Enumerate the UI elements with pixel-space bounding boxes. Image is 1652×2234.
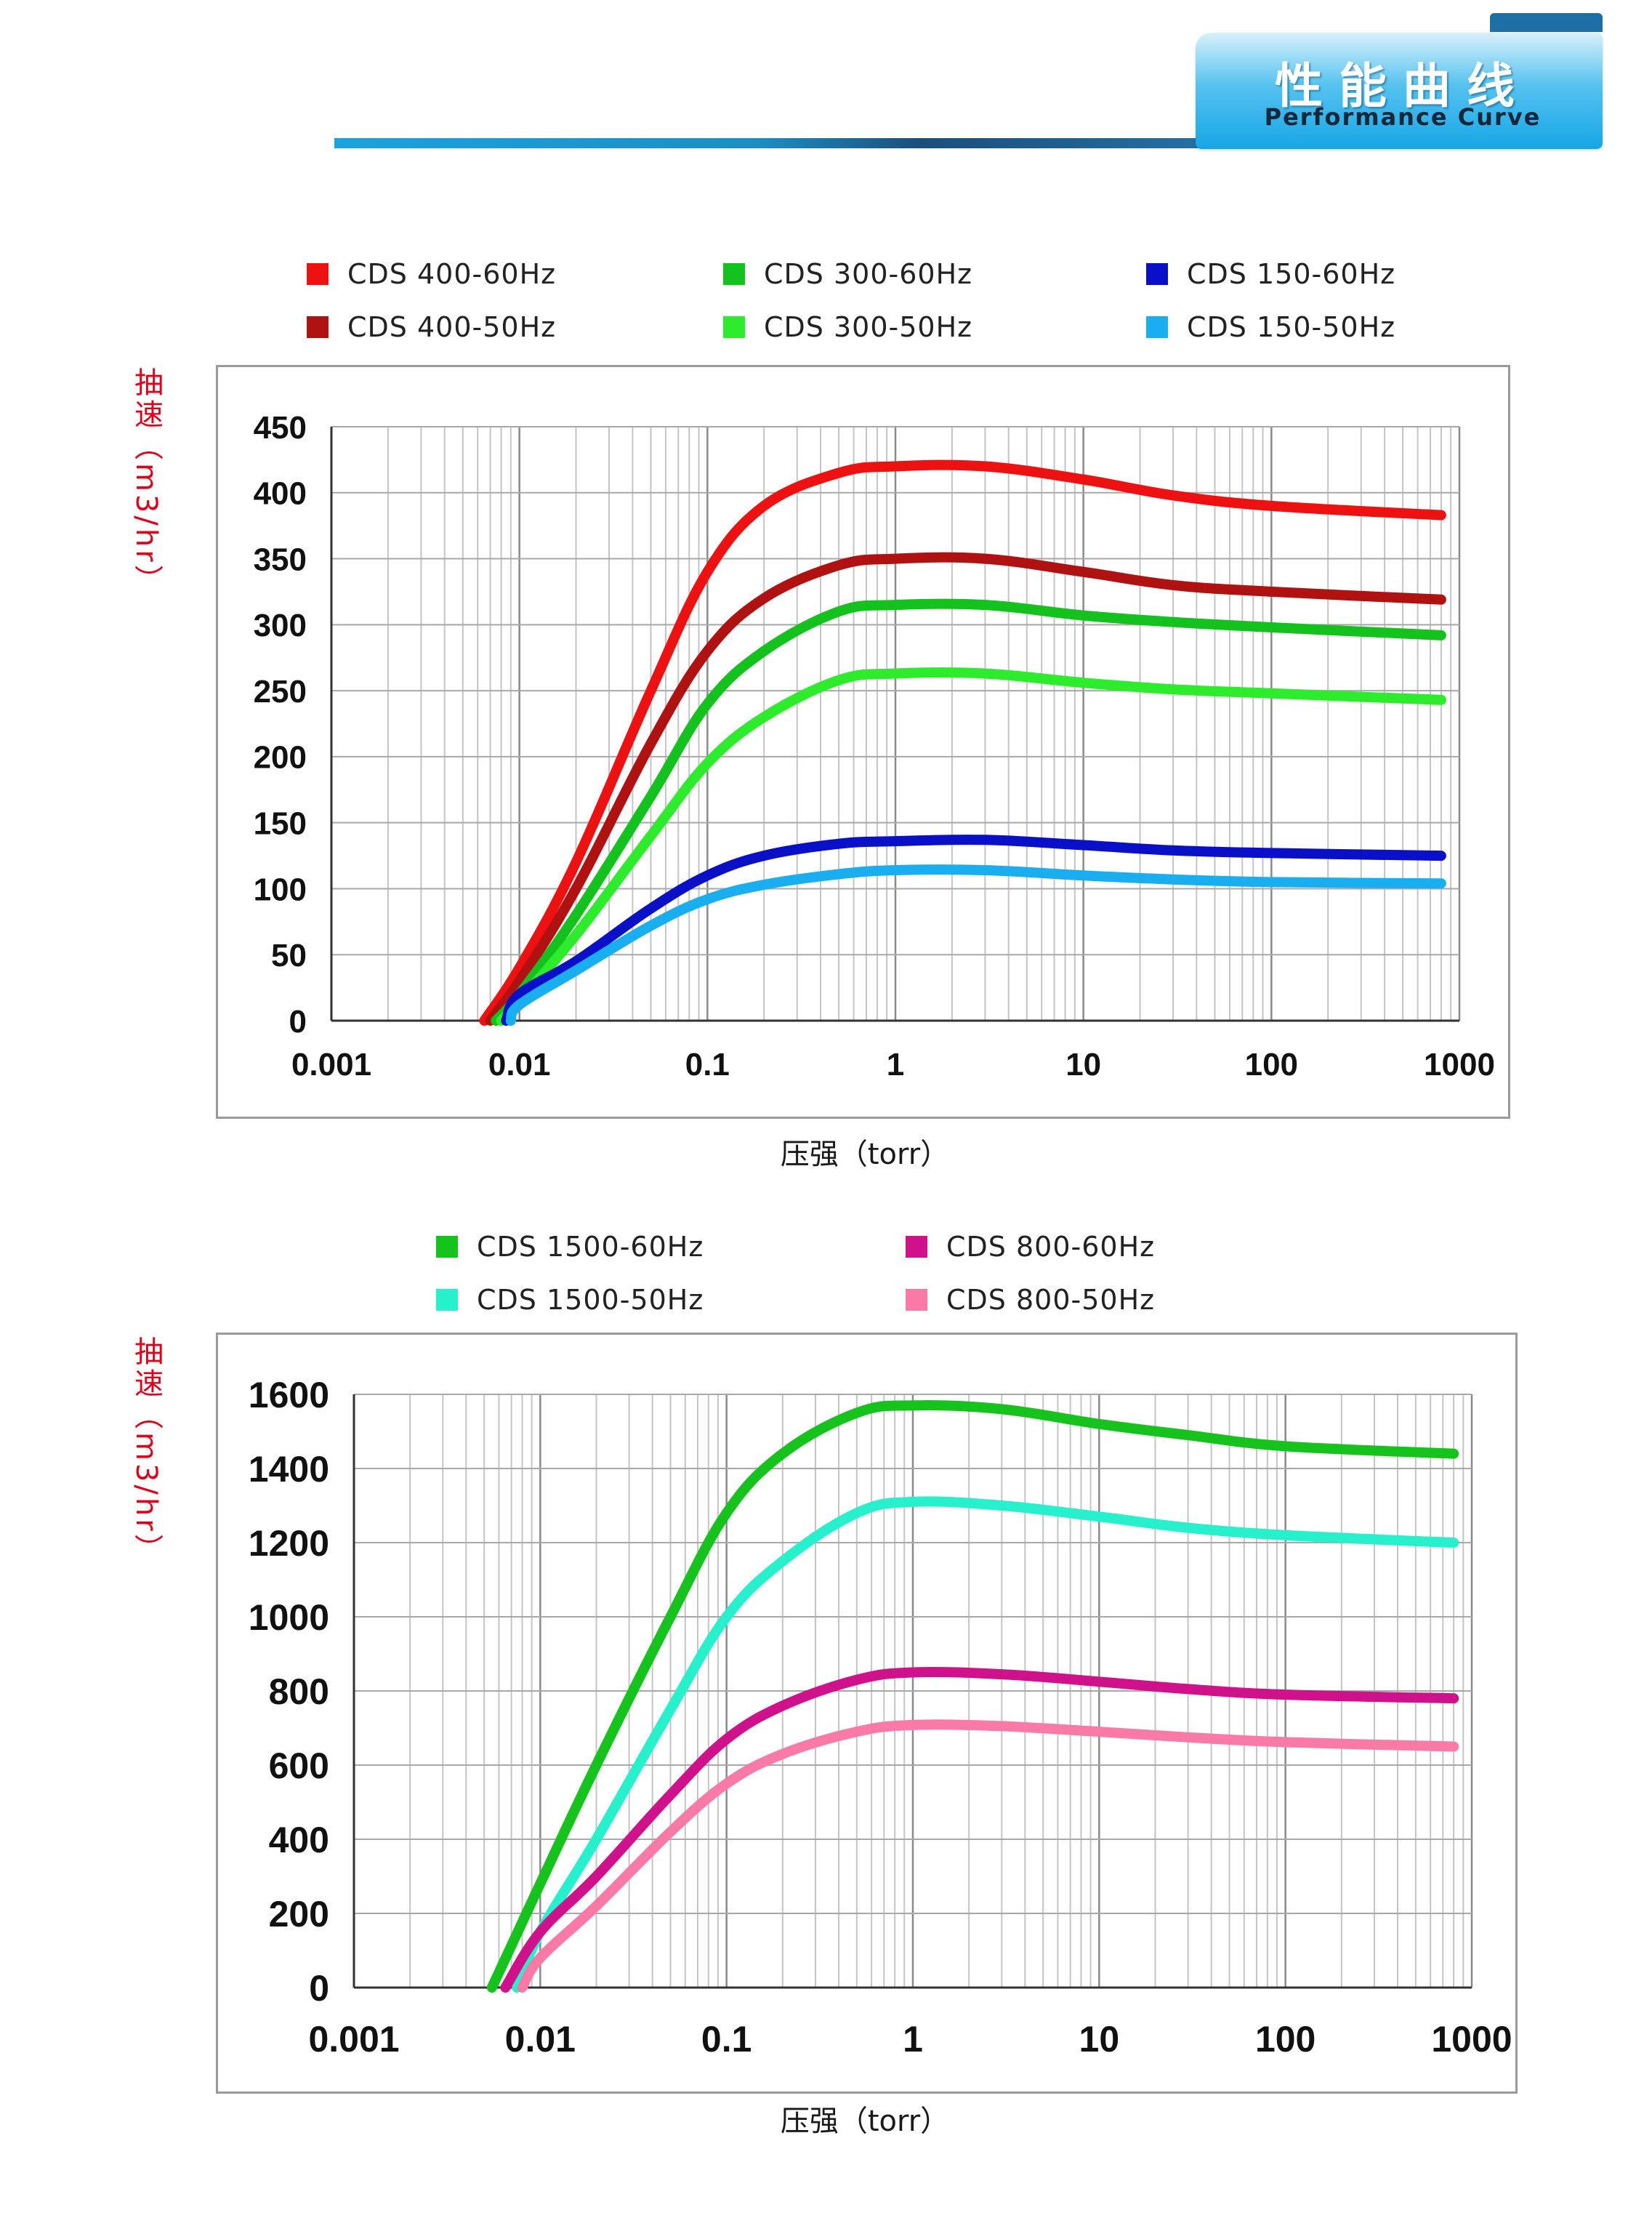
performance-chart-1: 0 50 100 150 200 250 300 350 400 450 0.001 0.01 0.1 1… bbox=[254, 410, 1495, 1082]
legend-label: CDS 1500-60Hz bbox=[477, 1231, 704, 1263]
series-group bbox=[486, 1400, 1459, 1993]
x-tick-label: 100 bbox=[1245, 1047, 1298, 1082]
legend-label: CDS 1500-50Hz bbox=[477, 1284, 704, 1316]
y-tick-label: 150 bbox=[254, 806, 307, 842]
legend-label: CDS 150-50Hz bbox=[1187, 311, 1396, 343]
series-group bbox=[479, 459, 1446, 1026]
y-tick-label: 300 bbox=[254, 608, 307, 643]
legend-label: CDS 400-60Hz bbox=[347, 258, 557, 290]
legend-swatch bbox=[436, 1236, 458, 1258]
x-tick-label: 1000 bbox=[1431, 2019, 1512, 2060]
legend-swatch bbox=[307, 263, 329, 285]
x-tick-label: 100 bbox=[1255, 2019, 1315, 2060]
y-tick-label: 100 bbox=[254, 872, 307, 907]
legend-item: CDS 1500-60Hz bbox=[436, 1231, 704, 1263]
y-tick-label: 0 bbox=[289, 1004, 307, 1040]
y-tick-label: 0 bbox=[309, 1968, 329, 2009]
y-tick-label: 1400 bbox=[249, 1449, 329, 1490]
x-tick-label: 10 bbox=[1079, 2019, 1120, 2060]
legend-item: CDS 400-50Hz bbox=[307, 311, 557, 343]
y-tick-label: 1600 bbox=[249, 1375, 329, 1415]
legend-swatch bbox=[307, 316, 329, 338]
y-tick-label: 250 bbox=[254, 674, 307, 710]
x-tick-label: 0.1 bbox=[701, 2019, 752, 2060]
header-badge bbox=[1196, 33, 1603, 149]
y-tick-label: 350 bbox=[254, 542, 307, 577]
legend-item: CDS 800-50Hz bbox=[906, 1284, 1156, 1316]
page-subtitle: Performance Curve bbox=[1264, 103, 1542, 131]
x-tick-label: 1 bbox=[903, 2019, 923, 2060]
x-tick-label: 1000 bbox=[1424, 1047, 1495, 1082]
legend-swatch bbox=[723, 263, 745, 285]
x-tick-label: 10 bbox=[1065, 1047, 1101, 1082]
y-axis-label: 抽速（m3/hr） bbox=[129, 1336, 163, 1566]
y-tick-label: 400 bbox=[254, 476, 307, 512]
series-line bbox=[517, 1719, 1459, 1993]
x-tick-label: 0.001 bbox=[308, 2019, 399, 2060]
page-title: 性能曲线 bbox=[1275, 58, 1531, 114]
legend-swatch bbox=[436, 1289, 458, 1311]
x-tick-label: 0.01 bbox=[505, 2019, 576, 2060]
y-tick-label: 400 bbox=[269, 1820, 329, 1860]
series-line bbox=[491, 598, 1446, 1026]
legend-swatch bbox=[906, 1236, 927, 1258]
legend-swatch bbox=[906, 1289, 927, 1311]
x-axis-label: 压强（torr） bbox=[780, 1138, 950, 1171]
legend-item: CDS 300-50Hz bbox=[723, 311, 973, 343]
chart-frame-1 bbox=[216, 365, 1510, 1119]
series-line bbox=[479, 459, 1446, 1026]
legend-label: CDS 300-50Hz bbox=[764, 311, 973, 343]
series-line bbox=[486, 1400, 1459, 1993]
y-tick-label: 200 bbox=[269, 1894, 329, 1934]
y-tick-label: 800 bbox=[269, 1671, 329, 1712]
series-line bbox=[485, 552, 1446, 1026]
x-tick-label: 1 bbox=[887, 1047, 904, 1082]
y-tick-label: 200 bbox=[254, 740, 307, 776]
y-axis-label: 抽速（m3/hr） bbox=[129, 367, 163, 597]
y-tick-label: 1200 bbox=[249, 1523, 329, 1564]
legend-swatch bbox=[1146, 263, 1168, 285]
legend-label: CDS 400-50Hz bbox=[347, 311, 557, 343]
x-tick-label: 0.1 bbox=[685, 1047, 730, 1082]
legend-swatch bbox=[1146, 316, 1168, 338]
legend-label: CDS 150-60Hz bbox=[1187, 258, 1396, 290]
legend-item: CDS 300-60Hz bbox=[723, 258, 973, 290]
y-tick-label: 450 bbox=[254, 410, 307, 446]
x-axis-label: 压强（torr） bbox=[780, 2105, 950, 2138]
y-tick-label: 50 bbox=[271, 938, 307, 973]
series-line bbox=[496, 667, 1446, 1026]
y-tick-label: 1000 bbox=[249, 1597, 329, 1638]
x-tick-label: 0.01 bbox=[488, 1047, 551, 1082]
series-line bbox=[505, 864, 1446, 1026]
series-line bbox=[501, 835, 1446, 1026]
legend-item: CDS 400-60Hz bbox=[307, 258, 557, 290]
header-tab-accent bbox=[1490, 13, 1603, 32]
legend-label: CDS 300-60Hz bbox=[764, 258, 973, 290]
y-tick-label: 600 bbox=[269, 1745, 329, 1786]
x-tick-label: 0.001 bbox=[291, 1047, 371, 1082]
series-line bbox=[512, 1496, 1459, 1993]
legend-item: CDS 150-50Hz bbox=[1146, 311, 1396, 343]
header-rule bbox=[334, 138, 1279, 148]
legend-label: CDS 800-60Hz bbox=[946, 1231, 1156, 1263]
legend-label: CDS 800-50Hz bbox=[946, 1284, 1156, 1316]
legend-swatch bbox=[723, 316, 745, 338]
legend-item: CDS 1500-50Hz bbox=[436, 1284, 704, 1316]
series-line bbox=[500, 1666, 1459, 1993]
legend-item: CDS 150-60Hz bbox=[1146, 258, 1396, 290]
legend-item: CDS 800-60Hz bbox=[906, 1231, 1156, 1263]
chart-frame-2 bbox=[216, 1333, 1518, 2094]
